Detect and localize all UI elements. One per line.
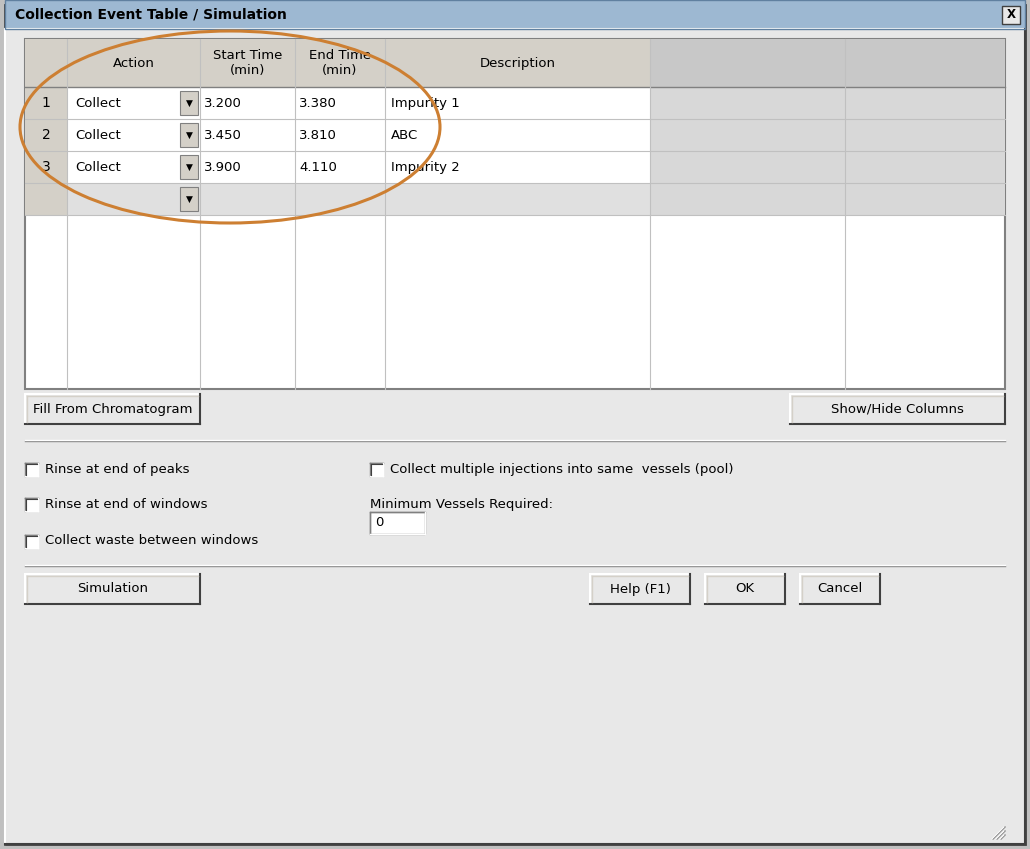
Bar xyxy=(650,151,845,183)
Text: Collect multiple injections into same  vessels (pool): Collect multiple injections into same ve… xyxy=(390,463,733,475)
Bar xyxy=(845,87,1005,119)
Bar xyxy=(25,151,1005,183)
Bar xyxy=(25,535,38,548)
Bar xyxy=(1002,5,1020,24)
Text: 3.810: 3.810 xyxy=(299,128,337,142)
Text: Collect waste between windows: Collect waste between windows xyxy=(45,535,259,548)
Text: Help (F1): Help (F1) xyxy=(610,582,671,595)
Bar xyxy=(25,394,200,424)
Text: Description: Description xyxy=(480,57,555,70)
Text: OK: OK xyxy=(735,582,755,595)
Text: Collection Event Table / Simulation: Collection Event Table / Simulation xyxy=(15,8,287,21)
Text: Collect: Collect xyxy=(75,97,121,110)
Bar xyxy=(180,91,198,115)
Bar xyxy=(650,87,845,119)
Text: 1: 1 xyxy=(41,96,50,110)
Bar xyxy=(845,151,1005,183)
Text: Show/Hide Columns: Show/Hide Columns xyxy=(831,402,964,415)
Text: Simulation: Simulation xyxy=(77,582,148,595)
Bar xyxy=(25,183,1005,215)
Bar xyxy=(370,463,383,475)
Bar xyxy=(180,123,198,147)
Text: Cancel: Cancel xyxy=(818,582,862,595)
Bar xyxy=(25,498,38,510)
Bar xyxy=(25,463,38,475)
Bar xyxy=(180,155,198,179)
Text: 0: 0 xyxy=(375,516,383,530)
Bar xyxy=(845,183,1005,215)
Text: 3.380: 3.380 xyxy=(299,97,337,110)
Text: Rinse at end of peaks: Rinse at end of peaks xyxy=(45,463,190,475)
Bar xyxy=(25,183,67,215)
Bar xyxy=(845,119,1005,151)
Text: ▼: ▼ xyxy=(185,162,193,171)
Bar xyxy=(25,39,1005,389)
Text: Collect: Collect xyxy=(75,128,121,142)
Bar xyxy=(25,119,67,151)
Bar xyxy=(25,574,200,604)
Bar xyxy=(705,574,785,604)
Bar xyxy=(5,0,1025,29)
Text: 3.200: 3.200 xyxy=(204,97,242,110)
Bar xyxy=(5,0,1025,29)
Text: Collect: Collect xyxy=(75,160,121,173)
Text: 2: 2 xyxy=(41,128,50,142)
Bar xyxy=(370,512,425,534)
Bar xyxy=(650,39,845,87)
Bar xyxy=(650,119,845,151)
Text: Minimum Vessels Required:: Minimum Vessels Required: xyxy=(370,498,553,510)
Text: Fill From Chromatogram: Fill From Chromatogram xyxy=(33,402,193,415)
Bar xyxy=(25,119,1005,151)
Text: Action: Action xyxy=(112,57,154,70)
Bar xyxy=(790,394,1005,424)
Text: 3.450: 3.450 xyxy=(204,128,242,142)
Text: ABC: ABC xyxy=(391,128,418,142)
Bar xyxy=(845,39,1005,87)
Text: ▼: ▼ xyxy=(185,194,193,204)
Bar xyxy=(25,151,67,183)
Text: Impurity 2: Impurity 2 xyxy=(391,160,459,173)
Text: X: X xyxy=(1006,8,1016,21)
Bar xyxy=(180,187,198,211)
Text: 3.900: 3.900 xyxy=(204,160,242,173)
Bar xyxy=(800,574,880,604)
Bar xyxy=(25,87,1005,119)
Bar xyxy=(650,183,845,215)
Text: Rinse at end of windows: Rinse at end of windows xyxy=(45,498,207,510)
Text: 4.110: 4.110 xyxy=(299,160,337,173)
Text: ▼: ▼ xyxy=(185,131,193,139)
Text: ▼: ▼ xyxy=(185,98,193,108)
Text: Start Time
(min): Start Time (min) xyxy=(213,49,282,77)
Bar xyxy=(590,574,690,604)
Bar xyxy=(25,39,1005,87)
Bar xyxy=(25,87,67,119)
Text: End Time
(min): End Time (min) xyxy=(309,49,371,77)
Text: Impurity 1: Impurity 1 xyxy=(391,97,459,110)
Text: 3: 3 xyxy=(41,160,50,174)
